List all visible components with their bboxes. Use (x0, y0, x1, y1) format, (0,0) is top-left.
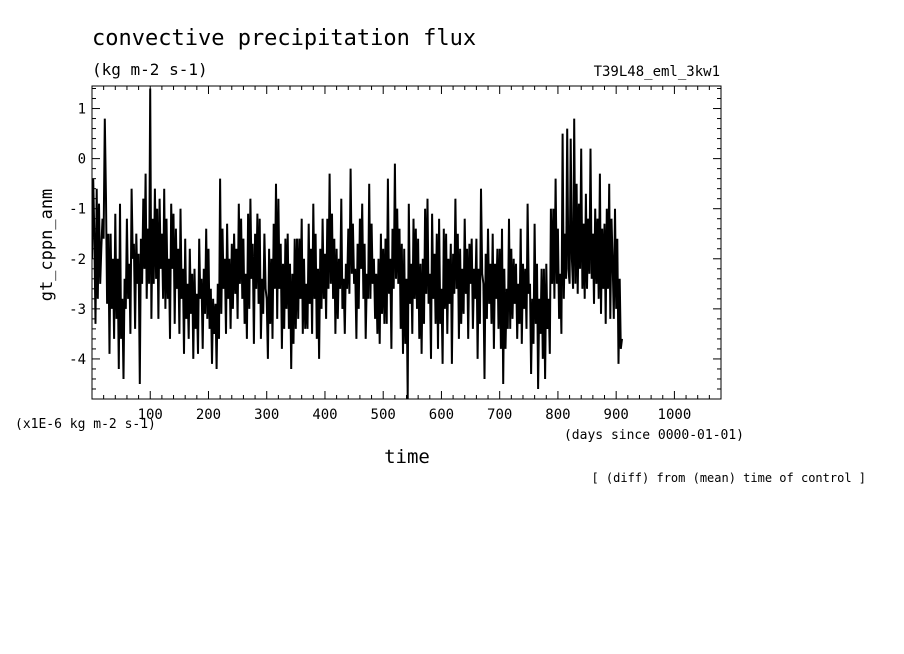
x-tick-label: 800 (545, 407, 570, 423)
x-axis-ticks: 100 200 300 400 500 600 700 800 900 1000 (103, 86, 710, 423)
x-tick-label: 600 (429, 407, 454, 423)
y-tick-label: 0 (78, 152, 86, 168)
x-unit-note: (days since 0000-01-01) (564, 428, 744, 443)
series-line (92, 88, 623, 399)
chart-units: (kg m-2 s-1) (92, 60, 208, 79)
y-tick-label: -3 (69, 302, 86, 318)
x-tick-label: 400 (312, 407, 337, 423)
y-scale-note: (x1E-6 kg m-2 s-1) (15, 417, 156, 432)
y-tick-label: 1 (78, 102, 86, 118)
x-tick-label: 100 (138, 407, 163, 423)
chart-title: convective precipitation flux (92, 26, 476, 51)
run-label: T39L48_eml_3kw1 (594, 64, 720, 80)
x-tick-label: 900 (604, 407, 629, 423)
y-axis-label: gt_cppn_anm (37, 189, 57, 302)
x-tick-label: 300 (254, 407, 279, 423)
x-tick-label: 1000 (658, 407, 692, 423)
x-tick-label: 500 (371, 407, 396, 423)
plot-area (91, 85, 722, 400)
y-tick-label: -4 (69, 352, 86, 368)
footer-note: [ (diff) from (mean) time of control ] (591, 471, 866, 485)
y-tick-label: -2 (69, 252, 86, 268)
x-tick-label: 700 (487, 407, 512, 423)
x-tick-label: 200 (196, 407, 221, 423)
y-tick-label: -1 (69, 202, 86, 218)
y-axis-ticks: 1 0 -1 -2 -3 -4 (69, 88, 721, 390)
x-axis-label: time (384, 446, 430, 468)
